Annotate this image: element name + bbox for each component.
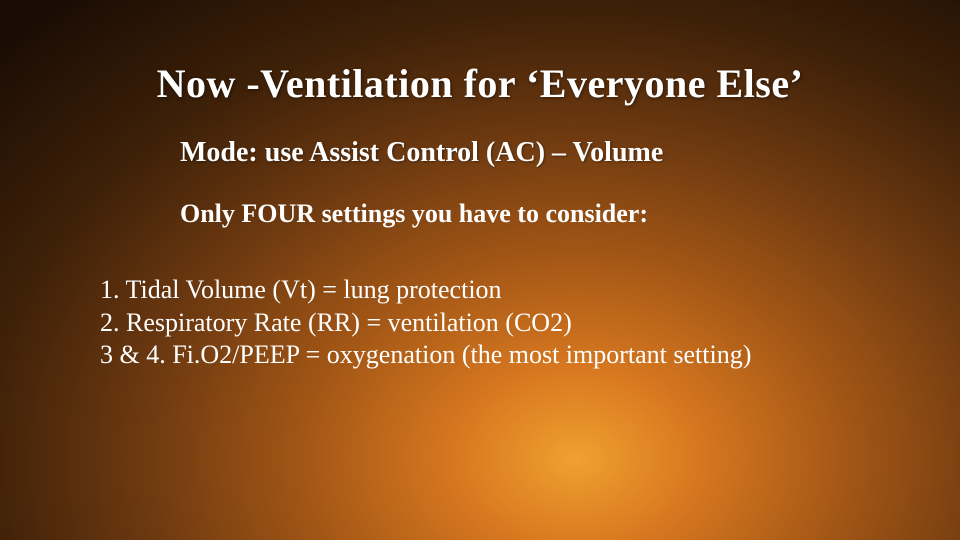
list-item: 1. Tidal Volume (Vt) = lung protection [100,274,900,307]
settings-list: 1. Tidal Volume (Vt) = lung protection 2… [100,274,900,372]
presentation-slide: Now -Ventilation for ‘Everyone Else’ Mod… [0,0,960,540]
slide-subtitle: Mode: use Assist Control (AC) – Volume [180,137,900,169]
list-item: 2. Respiratory Rate (RR) = ventilation (… [100,307,900,340]
slide-title: Now -Ventilation for ‘Everyone Else’ [60,60,900,107]
list-item: 3 & 4. Fi.O2/PEEP = oxygenation (the mos… [100,339,900,372]
slide-intro-text: Only FOUR settings you have to consider: [180,199,900,229]
